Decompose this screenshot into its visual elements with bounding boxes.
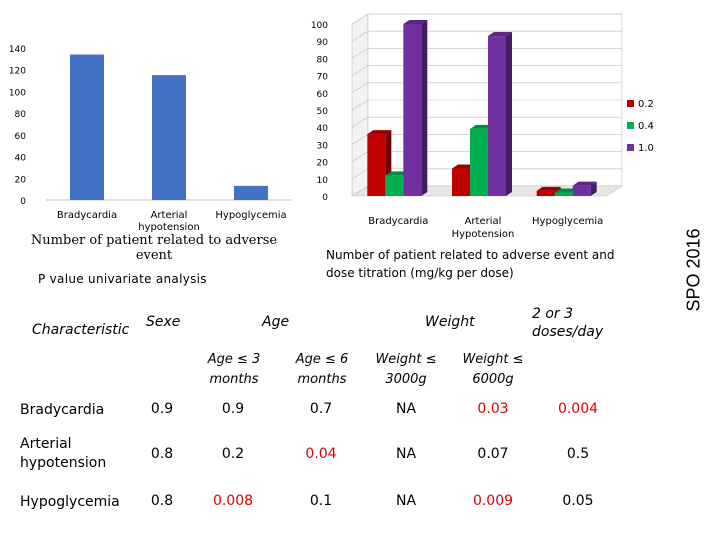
chart2-bar-side xyxy=(506,32,512,196)
chart2-bar xyxy=(470,128,488,196)
p-value-cell: NA xyxy=(395,401,417,417)
chart1-ytick: 100 xyxy=(9,88,26,98)
header-weight: Weight xyxy=(425,314,475,330)
chart1-xtick: Arterial hypotension xyxy=(138,210,200,233)
subheader-age-3m: Age ≤ 3 months xyxy=(207,352,261,387)
chart2-legend-swatch xyxy=(627,100,634,107)
chart2-ytick: 60 xyxy=(317,90,329,100)
chart2-bar-top xyxy=(554,188,579,193)
p-value-cell: 0.05 xyxy=(562,493,594,509)
chart1-ytick: 20 xyxy=(15,175,27,185)
chart2-ytick: 50 xyxy=(317,107,329,117)
chart2-gridline xyxy=(351,65,622,76)
sidebar-label: SPO 2016 xyxy=(683,228,704,312)
p-value-cell: 0.7 xyxy=(309,401,333,417)
chart2-ytick: 10 xyxy=(317,176,329,186)
chart2-bar xyxy=(572,185,591,196)
p-value-cell: 0.07 xyxy=(477,446,509,462)
chart1-ytick: 80 xyxy=(15,110,27,120)
chart2-legend-swatch xyxy=(627,144,634,151)
chart2-gridline xyxy=(351,82,622,94)
chart2-bar-top xyxy=(572,181,597,186)
chart2-gridline xyxy=(351,13,622,25)
chart2-bar-top xyxy=(403,20,428,24)
chart1-xlabel: Number of patient related to adverse eve… xyxy=(30,233,278,263)
p-value-cell: 0.8 xyxy=(150,446,174,462)
chart2-ytick: 100 xyxy=(311,21,328,31)
p-value-cell: NA xyxy=(395,446,417,462)
chart2-xtick: Arterial Hypotension xyxy=(452,216,515,240)
header-characteristic: Characteristic xyxy=(32,322,130,338)
chart2-bar xyxy=(536,190,555,196)
chart2-legend-label: 0.2 xyxy=(638,99,654,110)
chart1-ytick: 0 xyxy=(20,197,26,207)
subheader-age-6m: Age ≤ 6 months xyxy=(295,352,349,387)
chart2-legend-label: 0.4 xyxy=(638,121,654,132)
p-value-cell: 0.2 xyxy=(221,446,245,462)
chart2-ytick: 20 xyxy=(317,159,329,169)
chart1-bar xyxy=(234,185,268,200)
row-label: Arterial hypotension xyxy=(20,436,107,471)
chart2-bar-top xyxy=(536,186,561,191)
chart1-xtick: Hypoglycemia xyxy=(215,210,286,221)
chart2-bar-side xyxy=(590,181,597,196)
chart1-ytick: 40 xyxy=(15,154,27,164)
adverse-event-bar-chart: 0 20 40 60 80 100 120 140 Bradycardia Arterial hyp… xyxy=(9,45,292,233)
chart1-xtick: Bradycardia xyxy=(57,210,117,221)
dose-titration-bar-chart: 0 10 20 30 40 50 60 70 80 90 100 Bradycardia Arteria… xyxy=(311,13,654,240)
chart2-bar-side xyxy=(421,20,428,196)
chart2-gridline xyxy=(351,99,622,111)
chart2-bar xyxy=(385,175,404,196)
p-value-cell: 0.04 xyxy=(305,446,337,462)
chart2-xtick: Hypoglycemia xyxy=(532,216,603,227)
p-value-cell: 0.008 xyxy=(212,493,254,509)
chart2-gridline xyxy=(351,30,622,42)
p-value-cell: 0.009 xyxy=(472,493,514,509)
p-value-cell: 0.03 xyxy=(477,401,509,417)
chart2-legend-swatch xyxy=(627,122,634,129)
header-age: Age xyxy=(262,314,290,330)
chart2-ytick: 40 xyxy=(317,124,329,134)
chart1-bar xyxy=(152,75,186,200)
chart2-xtick: Bradycardia xyxy=(368,216,428,227)
header-doses: 2 or 3 doses/day xyxy=(532,306,604,340)
chart2-ytick: 0 xyxy=(322,193,328,203)
chart2-ytick: 80 xyxy=(317,55,329,65)
chart1-ytick: 60 xyxy=(15,132,27,142)
chart2-gridline xyxy=(351,116,622,128)
p-value-cell: NA xyxy=(395,493,417,509)
chart2-ytick: 30 xyxy=(317,141,329,151)
table-title: P value univariate analysis xyxy=(38,272,207,286)
chart1-ytick: 120 xyxy=(9,67,26,77)
p-value-cell: 0.004 xyxy=(557,401,599,417)
subheader-weight-6000: Weight ≤ 6000g xyxy=(462,352,524,387)
chart2-bar xyxy=(554,192,573,196)
chart1-ytick: 140 xyxy=(9,45,26,55)
chart2-bar xyxy=(367,134,386,196)
sidebar xyxy=(668,0,720,540)
chart2-ytick: 90 xyxy=(317,38,329,48)
chart2-ytick: 70 xyxy=(317,73,329,83)
chart2-bar xyxy=(452,168,470,196)
header-sexe: Sexe xyxy=(146,314,181,330)
chart2-xlabel: Number of patient related to adverse eve… xyxy=(326,248,615,280)
p-value-cell: 0.5 xyxy=(566,446,590,462)
row-label: Hypoglycemia xyxy=(20,494,120,510)
chart2-gridline xyxy=(351,48,622,59)
chart2-bar-top xyxy=(367,130,392,135)
chart1-bar xyxy=(70,54,104,201)
chart2-bar xyxy=(403,24,422,196)
p-value-cell: 0.8 xyxy=(150,493,174,509)
chart2-bar-top xyxy=(488,32,512,37)
subheader-weight-3000: Weight ≤ 3000g xyxy=(375,352,437,387)
chart2-legend-label: 1.0 xyxy=(638,143,654,154)
row-label: Bradycardia xyxy=(20,402,105,418)
chart2-bar xyxy=(488,36,506,196)
p-value-cell: 0.1 xyxy=(309,493,333,509)
p-value-cell: 0.9 xyxy=(150,401,174,417)
p-value-cell: 0.9 xyxy=(221,401,245,417)
